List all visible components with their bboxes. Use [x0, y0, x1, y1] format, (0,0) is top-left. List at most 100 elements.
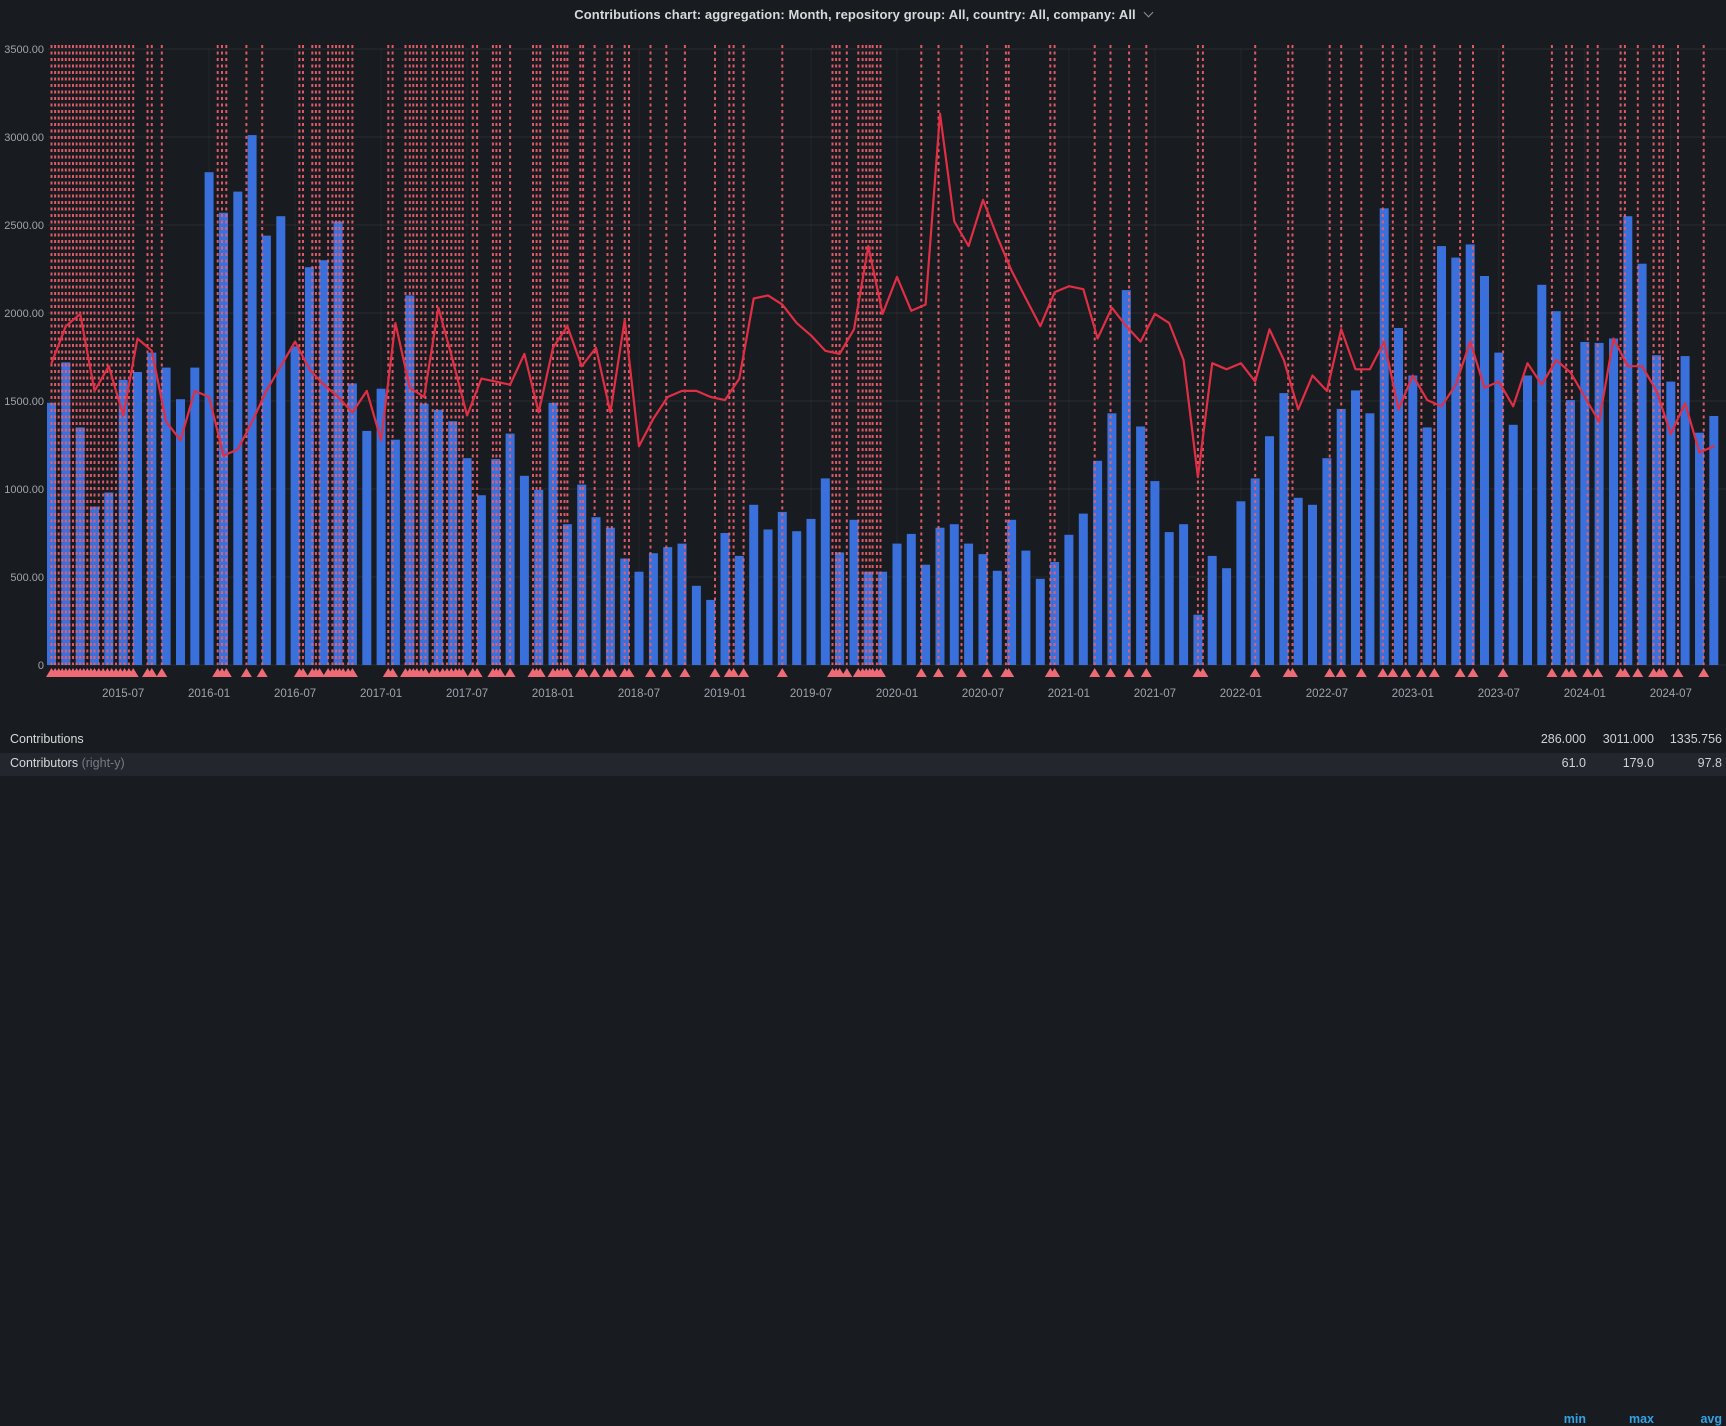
- contributions-bar[interactable]: [1609, 338, 1618, 666]
- contributions-bar[interactable]: [935, 527, 945, 665]
- legend-series-contributors[interactable]: Contributors (right-y): [10, 756, 125, 770]
- contributions-bar[interactable]: [820, 478, 830, 665]
- contributors-line[interactable]: [50, 112, 1715, 479]
- annotation-marker[interactable]: [1049, 668, 1061, 677]
- annotation-marker[interactable]: [1454, 668, 1466, 677]
- contributions-bar[interactable]: [749, 504, 759, 665]
- annotation-marker[interactable]: [1672, 668, 1684, 677]
- annotation-marker[interactable]: [577, 668, 589, 677]
- contributions-bar[interactable]: [1207, 555, 1217, 665]
- contributions-bar[interactable]: [1637, 263, 1647, 665]
- annotation-marker[interactable]: [1355, 668, 1367, 677]
- contributions-bar[interactable]: [1351, 390, 1360, 665]
- contributions-bar[interactable]: [505, 433, 515, 665]
- annotation-marker[interactable]: [1619, 668, 1631, 677]
- contributions-bar[interactable]: [562, 524, 572, 665]
- annotation-marker[interactable]: [387, 668, 399, 677]
- legend-row-contributors[interactable]: Contributors (right-y) 61.0 179.0 97.8: [0, 753, 1726, 776]
- annotation-marker[interactable]: [981, 668, 993, 677]
- contributions-bar[interactable]: [491, 459, 501, 665]
- contributions-bar[interactable]: [1236, 501, 1246, 665]
- contributions-bar[interactable]: [1007, 519, 1017, 665]
- contributions-bar[interactable]: [1308, 504, 1317, 665]
- contributions-bar[interactable]: [634, 571, 644, 665]
- legend-header-min[interactable]: min: [1563, 1412, 1586, 1426]
- contributions-bar[interactable]: [176, 399, 185, 665]
- contributions-bar[interactable]: [1035, 578, 1045, 665]
- contributions-bar[interactable]: [104, 492, 114, 666]
- contributions-bar[interactable]: [1394, 328, 1403, 665]
- annotation-marker[interactable]: [346, 668, 358, 677]
- contributions-bar[interactable]: [806, 518, 816, 665]
- annotation-marker[interactable]: [256, 668, 268, 677]
- annotation-marker[interactable]: [561, 668, 573, 677]
- annotation-marker[interactable]: [709, 668, 721, 677]
- contributions-bar[interactable]: [734, 555, 744, 665]
- contributions-bar[interactable]: [1279, 393, 1289, 665]
- contributions-bar[interactable]: [1107, 413, 1117, 665]
- contributions-bar[interactable]: [648, 553, 658, 665]
- contributions-bar[interactable]: [534, 489, 544, 665]
- contributions-bar[interactable]: [763, 529, 773, 666]
- contributions-bar[interactable]: [892, 543, 902, 665]
- annotation-marker[interactable]: [220, 668, 232, 677]
- annotation-marker[interactable]: [875, 668, 886, 677]
- annotation-marker[interactable]: [660, 668, 672, 677]
- contributions-bar[interactable]: [1709, 416, 1719, 665]
- contributions-bar[interactable]: [1164, 532, 1174, 665]
- contributions-bar[interactable]: [1480, 276, 1489, 665]
- contributions-bar[interactable]: [677, 543, 687, 665]
- contributions-bar[interactable]: [1193, 614, 1203, 665]
- annotation-marker[interactable]: [314, 668, 325, 677]
- annotation-marker[interactable]: [1632, 668, 1644, 677]
- contributions-bar[interactable]: [906, 533, 916, 665]
- annotation-marker[interactable]: [156, 668, 168, 677]
- legend-series-contributions[interactable]: Contributions: [10, 732, 84, 746]
- annotation-marker[interactable]: [420, 668, 431, 677]
- contributions-bar[interactable]: [1078, 513, 1088, 665]
- contributions-bar[interactable]: [519, 475, 529, 665]
- annotation-marker[interactable]: [834, 668, 846, 677]
- contributions-bar[interactable]: [605, 527, 615, 665]
- contributions-bar[interactable]: [1437, 246, 1446, 665]
- contributions-bar[interactable]: [204, 172, 214, 665]
- annotation-marker[interactable]: [494, 668, 506, 677]
- contributions-bar[interactable]: [835, 552, 845, 665]
- annotation-marker[interactable]: [1197, 668, 1209, 677]
- contributions-bar[interactable]: [964, 543, 974, 665]
- annotation-marker[interactable]: [1249, 668, 1261, 677]
- annotation-marker[interactable]: [915, 668, 927, 677]
- contributions-bar[interactable]: [118, 379, 128, 665]
- contributions-bar[interactable]: [276, 216, 286, 665]
- contributions-bar[interactable]: [706, 599, 716, 665]
- annotation-marker[interactable]: [606, 668, 618, 677]
- contributions-bar[interactable]: [1322, 458, 1332, 665]
- contributions-bar[interactable]: [1136, 426, 1146, 666]
- annotation-marker[interactable]: [728, 668, 740, 677]
- contributions-bar[interactable]: [1494, 352, 1504, 665]
- annotation-marker[interactable]: [1089, 668, 1101, 677]
- contributions-bar[interactable]: [304, 267, 314, 665]
- annotation-marker[interactable]: [1140, 668, 1152, 677]
- annotation-marker[interactable]: [679, 668, 691, 677]
- contributions-bar[interactable]: [1121, 290, 1131, 665]
- contributions-bar[interactable]: [1222, 568, 1232, 665]
- contributions-bar[interactable]: [133, 372, 142, 665]
- contributions-bar[interactable]: [1408, 375, 1418, 666]
- contributions-bar[interactable]: [233, 191, 243, 665]
- annotation-marker[interactable]: [504, 668, 516, 677]
- contributions-bar[interactable]: [1551, 311, 1561, 665]
- contributions-bar[interactable]: [1680, 356, 1690, 665]
- contributions-bar[interactable]: [333, 221, 343, 666]
- contributions-bar[interactable]: [720, 533, 730, 665]
- annotation-marker[interactable]: [1287, 668, 1298, 677]
- contributions-bar[interactable]: [792, 531, 802, 665]
- contributions-bar[interactable]: [1695, 432, 1704, 665]
- annotation-marker[interactable]: [1657, 668, 1669, 677]
- contributions-bar[interactable]: [405, 295, 415, 665]
- contributions-bar[interactable]: [190, 367, 200, 665]
- annotation-marker[interactable]: [1497, 668, 1509, 677]
- annotation-marker[interactable]: [1324, 668, 1336, 677]
- contributions-bar[interactable]: [1465, 244, 1475, 665]
- contributions-bar[interactable]: [1379, 208, 1389, 666]
